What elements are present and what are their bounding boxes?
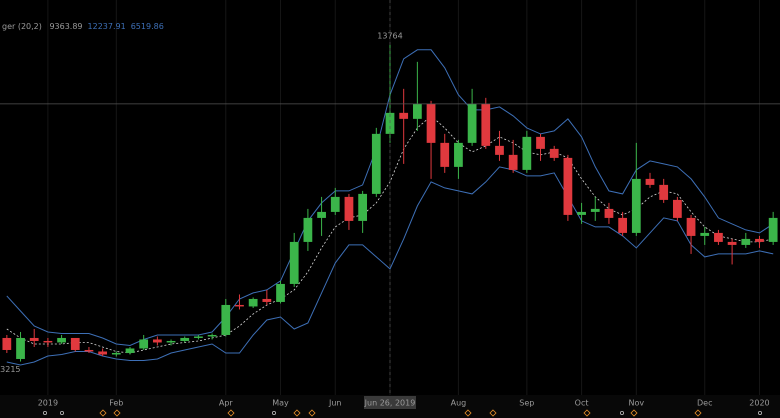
candle-body <box>166 340 176 343</box>
candle-body <box>686 217 696 236</box>
x-tick-label: 2020 <box>749 399 769 408</box>
event-marker[interactable] <box>308 409 316 417</box>
candle-body <box>631 178 641 233</box>
candle-body <box>358 193 368 221</box>
candle-body <box>481 103 491 146</box>
candle-body <box>412 103 422 119</box>
candle-body <box>590 208 600 212</box>
indicator-value: 6519.86 <box>131 22 164 31</box>
candle-body <box>454 142 463 167</box>
x-tick-label: Aug <box>451 399 467 408</box>
candle-body <box>467 103 477 143</box>
candle-body <box>618 217 628 233</box>
candle-body <box>330 196 340 212</box>
candle-body <box>235 304 244 307</box>
candle-body <box>16 337 25 359</box>
candle-body <box>727 241 737 245</box>
candle-body <box>317 211 326 218</box>
event-markers <box>43 409 763 417</box>
event-marker[interactable] <box>620 410 625 415</box>
candle-body <box>495 145 504 155</box>
candle-body <box>645 178 655 185</box>
candle-body <box>84 349 94 352</box>
candle-body <box>57 337 66 343</box>
candle-body <box>43 340 53 343</box>
candle-body <box>262 298 272 302</box>
x-tick-label: Nov <box>629 399 645 408</box>
candle-body <box>536 136 545 149</box>
x-tick-label: Sep <box>519 399 534 408</box>
candle-body <box>70 337 80 350</box>
candle-body <box>385 112 395 134</box>
candle-body <box>344 196 354 221</box>
candle-body <box>207 334 217 337</box>
x-tick-label: May <box>272 399 289 408</box>
event-marker[interactable] <box>464 409 472 417</box>
event-marker[interactable] <box>113 409 121 417</box>
candle-body <box>125 348 135 353</box>
x-tick-label: Apr <box>219 399 234 408</box>
event-marker[interactable] <box>583 409 591 417</box>
candle-body <box>508 154 518 170</box>
candle-body <box>549 148 559 158</box>
crosshair-label-box <box>364 396 416 409</box>
candle-body <box>672 199 682 218</box>
candles <box>2 44 778 362</box>
candle-body <box>426 103 436 143</box>
event-marker[interactable] <box>271 410 276 415</box>
candle-body <box>221 304 231 335</box>
indicator-value: 12237.91 <box>88 22 126 31</box>
candle-body <box>659 184 669 200</box>
event-marker[interactable] <box>293 409 301 417</box>
candle-body <box>289 241 299 284</box>
event-marker[interactable] <box>43 410 48 415</box>
candle-body <box>604 208 614 218</box>
event-marker[interactable] <box>758 410 763 415</box>
candle-body <box>139 339 149 349</box>
candle-body <box>399 112 409 119</box>
candle-body <box>98 351 108 355</box>
candle-body <box>522 136 532 170</box>
low-label: 3215 <box>0 365 20 374</box>
event-marker[interactable] <box>227 409 235 417</box>
candle-body <box>755 238 764 242</box>
x-tick-label: 2019 <box>38 399 58 408</box>
candle-body <box>111 352 121 355</box>
candle-body <box>248 298 258 307</box>
candle-body <box>276 283 285 302</box>
x-tick-label: Dec <box>697 399 712 408</box>
candle-body <box>2 337 12 350</box>
x-tick-label: Oct <box>575 399 589 408</box>
grid <box>47 0 760 395</box>
candle-body <box>152 339 162 343</box>
candle-body <box>577 211 586 215</box>
indicator-legend: ger (20,2) 9363.89 12237.91 6519.86 <box>2 22 164 31</box>
x-tick-label: Feb <box>109 399 123 408</box>
candle-body <box>29 337 39 341</box>
candle-body <box>180 337 190 341</box>
indicator-value: 9363.89 <box>49 22 82 31</box>
candle-body <box>768 217 778 242</box>
candle-body <box>194 336 203 338</box>
candle-body <box>371 133 381 194</box>
high-label: 13764 <box>377 31 402 40</box>
candle-body <box>714 232 723 242</box>
crosshair-label: Jun 26, 2019 <box>364 399 416 408</box>
candle-body <box>700 232 710 236</box>
x-tick-label: Jun <box>328 399 342 408</box>
band-lower <box>6 166 774 366</box>
event-marker[interactable] <box>489 409 497 417</box>
event-marker[interactable] <box>99 409 107 417</box>
event-marker[interactable] <box>694 409 702 417</box>
overlay: 2019 Feb Apr May Jun Aug Sep Oct Nov Dec 2020 13764… <box>0 0 780 409</box>
event-marker[interactable] <box>630 409 638 417</box>
event-marker[interactable] <box>60 410 65 415</box>
candle-body <box>303 217 313 242</box>
candle-body <box>440 142 450 167</box>
candle-body <box>741 238 751 245</box>
candle-body <box>563 157 573 215</box>
indicator-name: ger (20,2) <box>2 22 42 31</box>
